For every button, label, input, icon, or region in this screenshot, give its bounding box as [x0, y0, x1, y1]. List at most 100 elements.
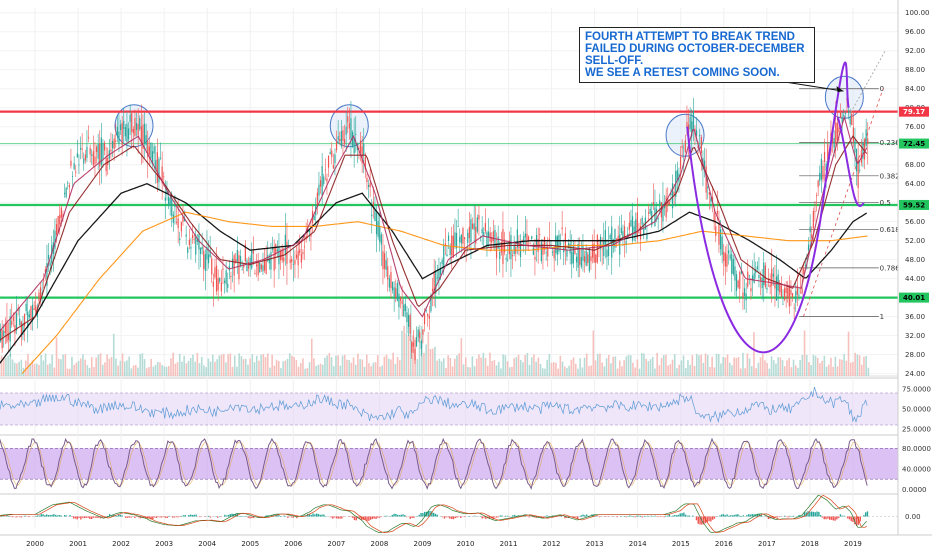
candle-body: [337, 136, 339, 140]
macd-histogram-bar: [436, 514, 438, 517]
candle-body: [731, 253, 733, 274]
candle-body: [516, 229, 518, 248]
candle-body: [476, 217, 478, 232]
volume-bar: [777, 357, 779, 376]
macd-histogram-bar: [684, 514, 687, 517]
macd-histogram-bar: [128, 516, 131, 518]
candle-body: [471, 223, 474, 229]
macd-histogram-bar: [830, 516, 833, 520]
macd-histogram-bar: [681, 513, 683, 517]
macd-histogram-bar: [731, 515, 734, 517]
candle-body: [563, 248, 565, 253]
macd-histogram-bar: [315, 513, 318, 517]
volume-bar: [621, 366, 623, 376]
candle-body: [436, 277, 438, 279]
candle-body: [257, 261, 259, 276]
stochastic-panel: [0, 437, 898, 490]
macd-histogram-bar: [688, 515, 690, 517]
volume-bar: [20, 359, 23, 376]
candle-body: [647, 212, 650, 214]
candle-body: [419, 332, 421, 339]
macd-histogram-bar: [60, 515, 62, 517]
macd-histogram-bar: [459, 516, 462, 518]
price-tick-label: 92.00: [905, 47, 925, 55]
candle-body: [404, 303, 406, 312]
volume-bar: [64, 354, 67, 376]
candle-body: [63, 192, 66, 194]
candle-body: [625, 241, 627, 245]
macd-histogram-bar: [40, 514, 42, 517]
macd-histogram-bar: [747, 514, 750, 517]
macd-histogram-bar: [65, 515, 68, 517]
price-tick-label: 32.00: [905, 332, 925, 340]
arrow-shaft: [784, 81, 844, 92]
candle-body: [59, 214, 61, 225]
macd-histogram-bar: [378, 516, 381, 518]
candle-body: [207, 254, 210, 264]
macd-histogram-bar: [852, 516, 854, 523]
volume-bar: [640, 353, 643, 376]
annotation-line-2: FAILED DURING OCTOBER-DECEMBER: [585, 43, 805, 55]
volume-bar: [211, 354, 214, 376]
macd-histogram-bar: [657, 516, 660, 518]
candle-body: [447, 235, 450, 241]
circled-tops: [114, 75, 864, 157]
macd-histogram-bar: [827, 516, 829, 519]
macd-histogram-bar: [42, 514, 44, 517]
candle-body: [654, 207, 656, 227]
candle-body: [35, 305, 37, 312]
macd-histogram-bar: [225, 515, 228, 517]
volume-bar: [462, 364, 465, 376]
volume-bar: [304, 368, 306, 376]
volume-bar: [735, 357, 738, 376]
candle-body: [681, 146, 683, 148]
volume-bar: [277, 361, 280, 376]
volume-bar: [515, 357, 518, 376]
volume-bar: [651, 357, 654, 376]
candle-body: [91, 154, 93, 156]
volume-bar: [526, 353, 529, 376]
volume-bar: [502, 354, 504, 376]
macd-histogram-bar: [107, 515, 109, 517]
volume-bar: [46, 364, 49, 376]
volume-bar: [678, 364, 680, 376]
candle-body: [607, 243, 610, 257]
macd-histogram-bar: [49, 515, 51, 517]
volume-bar: [601, 362, 603, 376]
stoch-signal-line: [0, 441, 868, 486]
candle-body: [340, 131, 342, 147]
volume-bar: [634, 367, 636, 376]
candle-body: [260, 264, 262, 270]
candle-body: [430, 295, 432, 312]
volume-bar: [49, 363, 51, 376]
macd-histogram-bar: [863, 515, 865, 517]
macd-histogram-bar: [335, 516, 338, 519]
candle-body: [532, 247, 534, 255]
volume-bar: [856, 354, 859, 376]
annotation-line-3: SELL-OFF.: [585, 55, 644, 67]
volume-bar: [121, 353, 124, 376]
candle-body: [94, 156, 96, 165]
candle-body: [670, 192, 672, 196]
volume-bar: [654, 368, 656, 376]
year-tick-label: 2016: [715, 540, 733, 548]
price-tick-label: 36.00: [905, 313, 925, 321]
year-tick-label: 2000: [26, 540, 44, 548]
macd-histogram-bar: [252, 516, 255, 519]
macd-histogram-bar: [308, 514, 311, 517]
volume-bar: [632, 362, 634, 376]
volume-bar: [737, 356, 740, 376]
candle-body: [201, 246, 203, 250]
volume-bar: [555, 362, 557, 376]
volume-bar: [350, 362, 353, 376]
candle-body: [463, 237, 466, 240]
macd-histogram-bar: [341, 516, 343, 519]
macd-histogram-bar: [846, 516, 849, 519]
candle-body: [174, 204, 176, 208]
year-tick-label: 2003: [155, 540, 173, 548]
volume-bar: [566, 368, 568, 376]
macd-histogram-bar: [625, 516, 627, 518]
macd-histogram-bar: [708, 516, 710, 522]
candle-body: [321, 166, 323, 196]
volume-bar: [341, 355, 344, 376]
